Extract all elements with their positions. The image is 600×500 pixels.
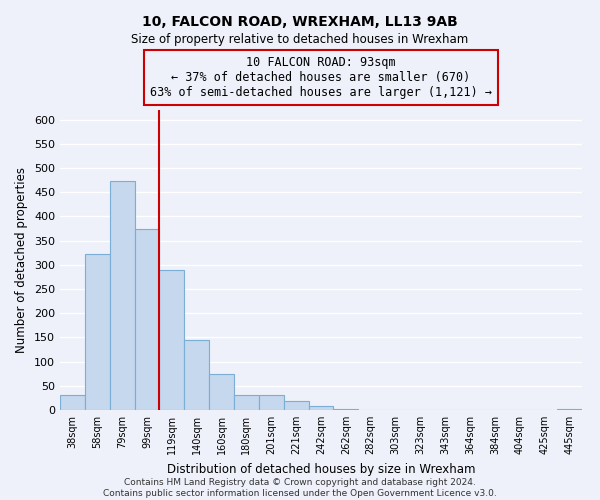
Y-axis label: Number of detached properties: Number of detached properties: [16, 167, 28, 353]
Bar: [134, 228, 160, 410]
Bar: [308, 406, 334, 410]
X-axis label: Distribution of detached houses by size in Wrexham: Distribution of detached houses by size …: [167, 462, 475, 475]
Bar: [160, 270, 184, 410]
Bar: [209, 374, 234, 410]
Bar: [334, 409, 358, 410]
Text: 10 FALCON ROAD: 93sqm
← 37% of detached houses are smaller (670)
63% of semi-det: 10 FALCON ROAD: 93sqm ← 37% of detached …: [150, 56, 492, 99]
Bar: [60, 394, 85, 410]
Text: 10, FALCON ROAD, WREXHAM, LL13 9AB: 10, FALCON ROAD, WREXHAM, LL13 9AB: [142, 15, 458, 29]
Bar: [259, 396, 284, 410]
Text: Size of property relative to detached houses in Wrexham: Size of property relative to detached ho…: [131, 32, 469, 46]
Bar: [85, 254, 110, 410]
Bar: [234, 394, 259, 410]
Bar: [557, 409, 582, 410]
Bar: [284, 402, 308, 410]
Bar: [110, 181, 134, 410]
Text: Contains HM Land Registry data © Crown copyright and database right 2024.
Contai: Contains HM Land Registry data © Crown c…: [103, 478, 497, 498]
Bar: [184, 340, 209, 410]
